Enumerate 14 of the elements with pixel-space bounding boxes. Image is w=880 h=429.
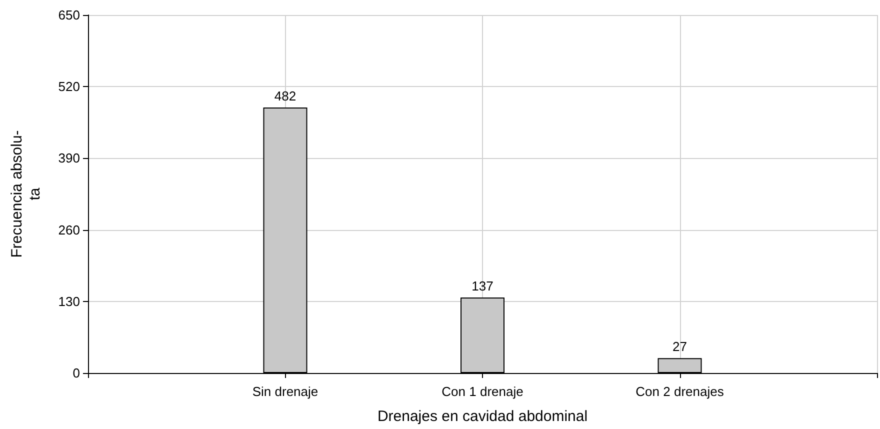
x-axis-title: Drenajes en cavidad abdominal	[377, 408, 588, 425]
y-tick-label: 0	[72, 366, 80, 380]
y-tick-label: 260	[58, 222, 80, 238]
y-tick-label: 130	[58, 294, 80, 309]
data-label: 137	[472, 278, 494, 294]
y-axis-title: Frecuencia absolu- ta	[8, 130, 44, 258]
x-tick-label: Con 1 drenaje	[442, 384, 524, 399]
x-tick-label: Con 2 drenajes	[636, 384, 724, 399]
y-tick-label: 650	[58, 8, 80, 22]
data-label: 27	[672, 339, 687, 354]
data-label: 482	[274, 88, 296, 104]
x-tick-label: Sin drenaje	[252, 384, 318, 399]
y-tick-label: 390	[58, 150, 80, 166]
y-tick-label: 520	[58, 79, 80, 94]
